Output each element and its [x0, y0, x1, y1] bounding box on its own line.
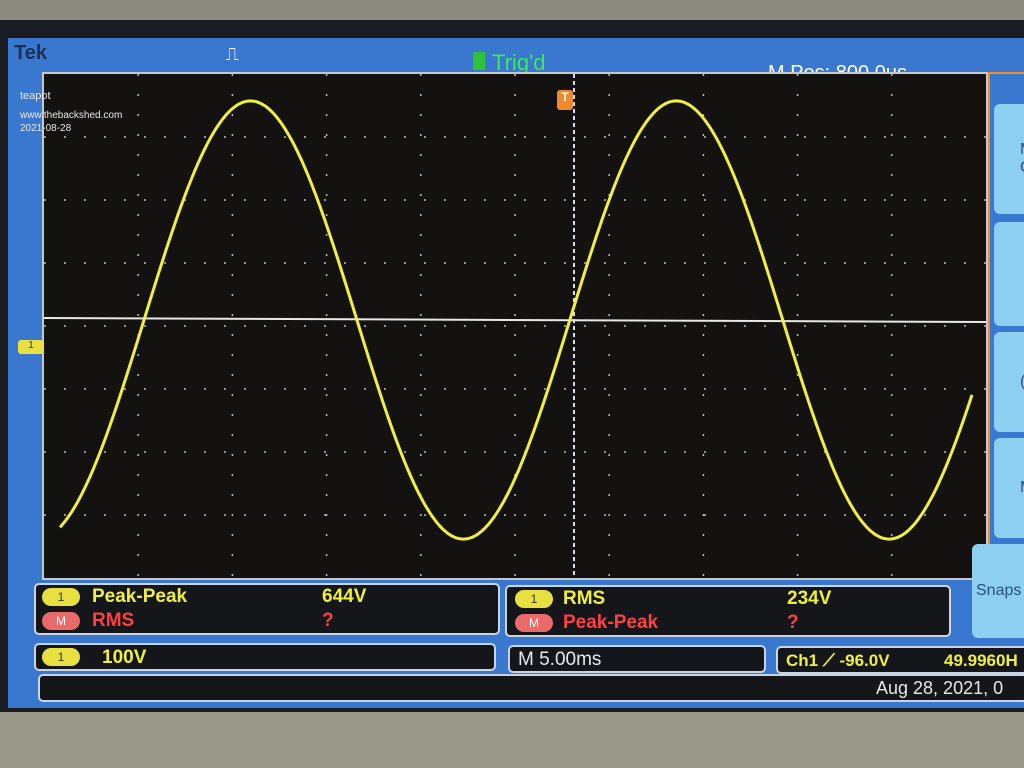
math-badge: M — [42, 612, 80, 630]
date-bar: Aug 28, 2021, 0 — [38, 674, 1024, 702]
measurement-name: RMS — [563, 588, 606, 609]
measurement-panel-left[interactable]: 1 Peak-Peak 644V M RMS ? — [34, 583, 500, 635]
waveform-plot — [44, 74, 986, 578]
timebase: M 5.00ms — [518, 649, 602, 670]
ch1-badge: 1 — [42, 648, 80, 666]
side-menu-button-3[interactable]: ( — [994, 332, 1024, 432]
measurement-value: ? — [322, 610, 334, 631]
annotation-date: 2021-08-28 — [20, 123, 72, 134]
ch1-badge: 1 — [42, 588, 80, 606]
measurement-name: RMS — [92, 610, 135, 631]
math-badge: M — [515, 614, 553, 632]
measurement-name: Peak-Peak — [563, 612, 659, 633]
trigger-status-indicator — [473, 52, 485, 70]
measurement-name: Peak-Peak — [92, 586, 188, 607]
trigger-readout[interactable]: Ch1 ⟋ -96.0V 49.9960H — [776, 646, 1024, 674]
side-menu: M C ( M Snaps — [972, 72, 1024, 638]
scope-frame — [0, 712, 1024, 768]
ch1-baseline — [44, 317, 986, 323]
annotation-url: www.thebackshed.com — [20, 110, 123, 121]
measurement-value: 644V — [322, 586, 367, 607]
ch1-ground-marker[interactable]: 1 — [18, 340, 44, 354]
timebase-readout[interactable]: M 5.00ms — [508, 645, 766, 673]
date-time: Aug 28, 2021, 0 — [876, 678, 1004, 698]
trigger-marker[interactable]: T — [557, 90, 573, 110]
measurement-panel-right[interactable]: 1 RMS 234V M Peak-Peak ? — [505, 585, 951, 637]
ch1-waveform — [58, 99, 974, 541]
trigger-level: Ch1 ⟋ -96.0V — [786, 651, 890, 670]
frequency: 49.9960H — [944, 651, 1018, 670]
side-menu-button-4[interactable]: M — [994, 438, 1024, 538]
ch1-badge: 1 — [515, 590, 553, 608]
side-menu-button-2[interactable] — [994, 222, 1024, 326]
ch1-scale: 100V — [102, 647, 147, 668]
brand-logo: Tek — [14, 42, 47, 64]
trigger-status: Trig'd — [492, 50, 546, 75]
side-menu-button-1[interactable]: M C — [994, 104, 1024, 214]
ch1-scale-readout[interactable]: 1 100V — [34, 643, 496, 671]
annotation-name: teapot — [20, 90, 51, 102]
snapshot-button[interactable]: Snaps — [972, 544, 1024, 638]
pulse-edge-icon: ⎍ — [226, 44, 239, 64]
graticule — [42, 72, 988, 580]
measurement-value: 234V — [787, 588, 832, 609]
measurement-value: ? — [787, 612, 799, 633]
